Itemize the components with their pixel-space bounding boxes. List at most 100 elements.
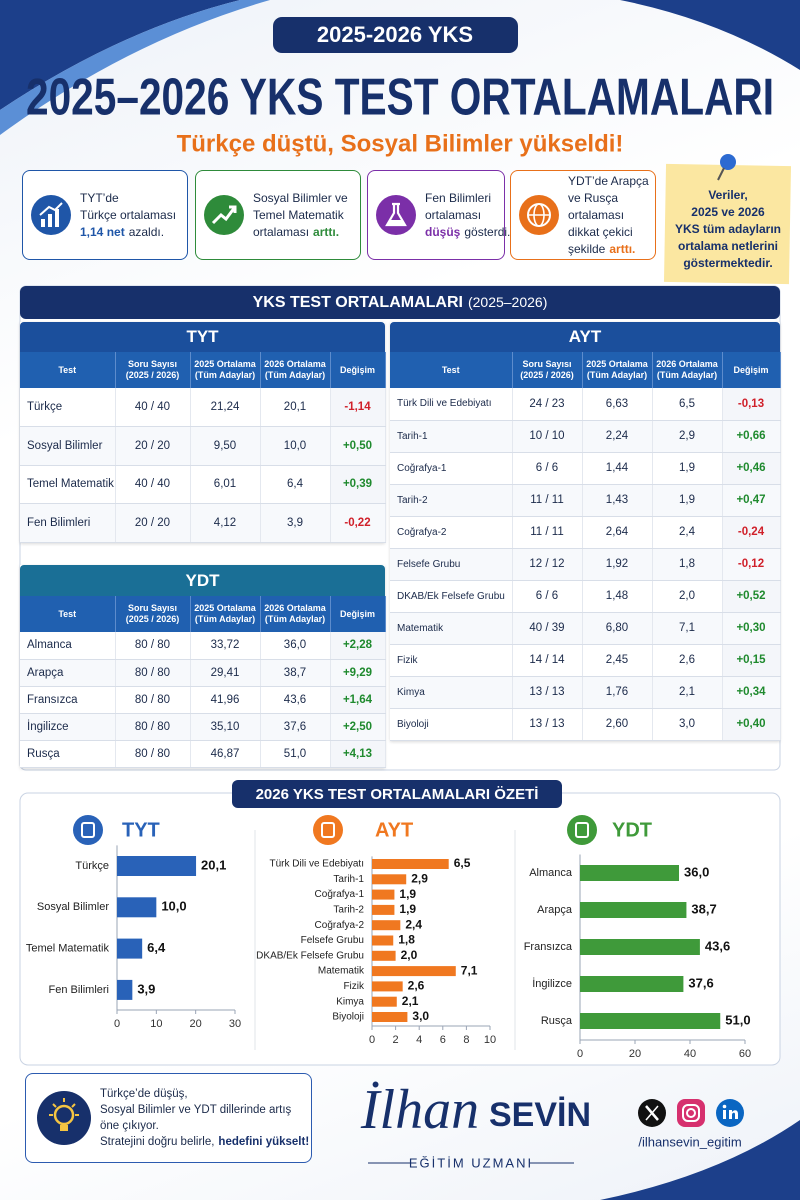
table-row: Fransızca 80 / 80 41,96 43,6 +1,64 [20,686,386,714]
summary-title: 2026 YKS TEST ORTALAMALARI ÖZETİ [256,786,539,803]
table-cell: 20,1 [260,388,331,427]
bar [372,1012,408,1022]
header-cell: 2026 Ortalama (Tüm Adaylar) [260,352,331,388]
category-label: Coğrafya-2 [315,920,365,931]
table-cell: 38,7 [260,659,331,687]
table-cell: -0,13 [722,388,781,421]
text-line: Türkçe’de düşüş, [100,1086,309,1102]
table-cell: 1,43 [582,484,653,517]
chart-icon-glyph [321,822,335,838]
table-cell: 6,4 [260,465,331,504]
bar [372,859,449,869]
icon-glyph [39,202,63,227]
x-tick-label: 0 [577,1048,583,1060]
table-cell: Tarih-2 [390,484,513,517]
category-label: Felsefe Grubu [301,935,364,946]
table-cell: 4,12 [190,503,261,543]
bar [372,935,394,946]
table-title: YDT [20,565,385,596]
signature-first: İlhan [360,1079,479,1141]
header-row: Test Soru Sayısı (2025 / 2026) 2025 Ortala… [20,352,386,388]
header-cell: Soru Sayısı (2025 / 2026) [115,596,191,632]
chart-icon-glyph [575,822,589,838]
table-cell: 35,10 [190,713,261,741]
corner-decoration [600,1120,800,1200]
table-cell: Fizik [390,644,513,677]
chart-icon [567,815,597,845]
x-tick-label: 8 [463,1034,469,1046]
table-cell: 13 / 13 [512,708,583,741]
category-label: Türkçe [75,860,109,872]
note-line: Veriler, [708,188,747,202]
text: azaldı. [128,224,165,239]
bar [117,979,133,1000]
table-cell: 6 / 6 [512,580,583,613]
info-card: Sosyal Bilimler ve Temel Matematik ortalam… [195,170,361,260]
card-text: Fen Bilimleri ortalaması düşüş gösterdi. [425,190,510,241]
table-cell: 2,9 [652,420,723,453]
table-row: Almanca 80 / 80 33,72 36,0 +2,28 [20,632,386,660]
table-cell: +0,30 [722,612,781,645]
info-card: YDT’de Arapça ve Rusça ortalaması dikkat ç… [510,170,656,260]
table-cell: -1,14 [330,388,386,427]
x-icon [638,1099,666,1127]
table-cell: 46,87 [190,740,261,768]
bar [580,865,679,881]
table-cell: -0,22 [330,503,386,543]
header-row: Test Soru Sayısı (2025 / 2026) 2025 Ortala… [20,596,386,632]
category-label: Matematik [318,966,365,977]
table-cell: 11 / 11 [512,516,583,549]
card-icon [204,195,244,235]
table-row: Matematik 40 / 39 6,80 7,1 +0,30 [390,612,781,645]
table-row: Tarih-2 11 / 11 1,43 1,9 +0,47 [390,484,781,517]
table-cell: 40 / 39 [512,612,583,645]
text-line: Sosyal Bilimler ve YDT dillerinde artış [100,1102,309,1118]
table-cell: 3,0 [652,708,723,741]
table-cell: 11 / 11 [512,484,583,517]
text: ortalaması [425,207,482,222]
category-label: DKAB/Ek Felsefe Grubu [256,950,364,961]
text-line: ve Rusça ortalaması [568,190,649,224]
table-cell: Fen Bilimleri [20,503,116,543]
table-cell: 1,44 [582,452,653,485]
card-icon [519,195,559,235]
table-panel: TYT Test Soru Sayısı (2025 / 2026) 2025 Ort… [20,322,386,543]
value-label: 3,9 [137,981,155,996]
role: EĞİTİM UZMANI [409,1155,533,1170]
table-cell: Türk Dili ve Edebiyatı [390,388,513,421]
bar [117,938,143,959]
table-row: Coğrafya-1 6 / 6 1,44 1,9 +0,46 [390,452,781,485]
table-cell: Rusça [20,740,116,768]
icon-glyph [211,205,237,225]
category-label: Kimya [336,996,364,1007]
header-cell: 2025 Ortalama (Tüm Adaylar) [582,352,653,388]
header-cell: 2025 Ortalama (Tüm Adaylar) [190,596,261,632]
bar [372,874,407,885]
table-cell: Sosyal Bilimler [20,426,116,466]
table-cell: +0,52 [722,580,781,613]
tip-text: Türkçe’de düşüş, Sosyal Bilimler ve YDT d… [100,1086,309,1150]
x-tick-label: 40 [684,1048,696,1060]
table-cell: 41,96 [190,686,261,714]
card-text: Sosyal Bilimler ve Temel Matematik ortalam… [253,190,348,241]
bar [372,996,397,1007]
table-cell: Temel Matematik [20,465,116,504]
table-cell: 40 / 40 [115,465,191,504]
table-cell: 21,24 [190,388,261,427]
note-line: göstermektedir. [683,256,772,270]
bar [372,981,403,992]
header-cell: Test [390,352,513,388]
table-cell: -0,24 [722,516,781,549]
table-row: Kimya 13 / 13 1,76 2,1 +0,34 [390,676,781,709]
section-header [20,286,780,319]
table-cell: 2,60 [582,708,653,741]
text-line: düşüş gösterdi. [425,224,510,241]
text: Türkçe ortalaması [80,207,177,222]
text-line: YDT’de Arapça [568,173,649,190]
chart-icon [73,815,103,845]
chart-title: TYT [122,819,160,841]
category-label: Coğrafya-1 [315,889,365,900]
table-cell: 80 / 80 [115,713,191,741]
header-cell: 2026 Ortalama (Tüm Adaylar) [652,352,723,388]
